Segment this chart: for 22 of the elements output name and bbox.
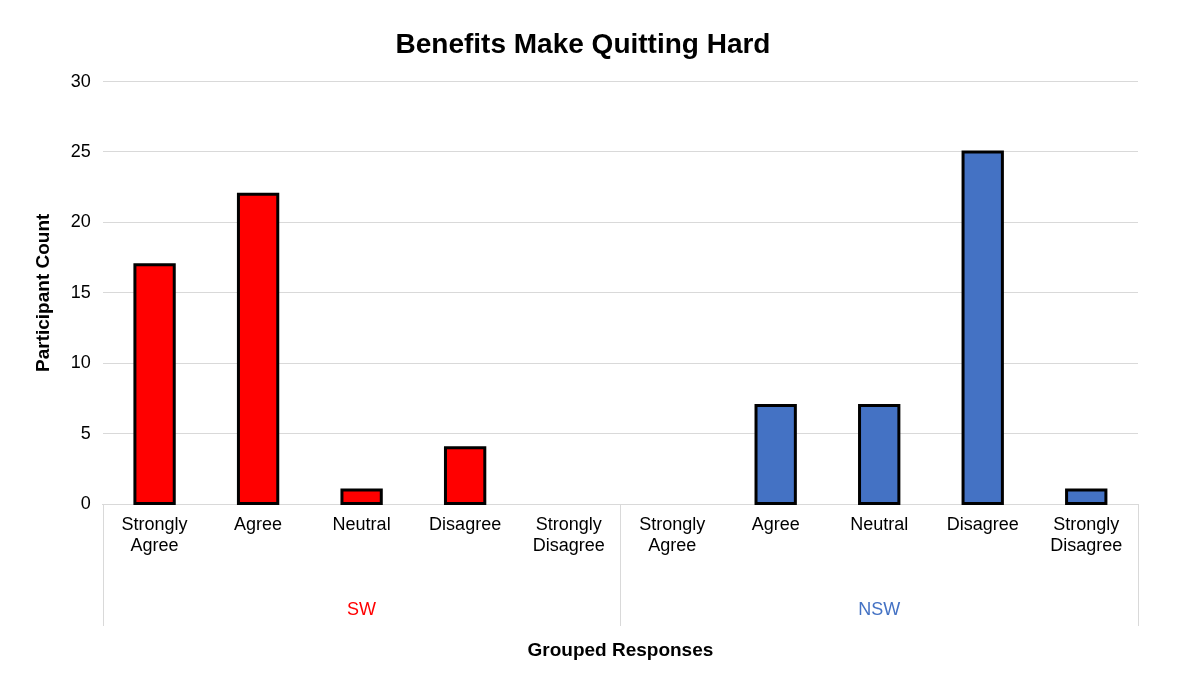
y-tick-label: 10 [70, 352, 91, 373]
x-tick-label: Strongly Disagree [1050, 513, 1123, 556]
x-tick-label: Disagree [946, 513, 1019, 534]
x-tick-label: Strongly Agree [121, 513, 188, 556]
x-tick-label: Neutral [332, 513, 391, 534]
x-tick-label: Strongly Agree [639, 513, 706, 556]
x-tick-label: Agree [751, 513, 800, 534]
text: NSW [858, 598, 901, 619]
y-tick-label: 0 [80, 492, 91, 513]
x-tick-label: Neutral [850, 513, 909, 534]
x-axis-title: Grouped Responses [527, 638, 714, 660]
y-tick-label: 15 [70, 281, 91, 302]
y-axis-title: Participant Count [31, 212, 53, 372]
y-tick-label: 5 [80, 422, 91, 443]
text: SW [347, 598, 377, 619]
x-tick-label: Strongly Disagree [532, 513, 605, 556]
x-tick-label: Disagree [429, 513, 502, 534]
y-tick-label: 20 [70, 211, 91, 232]
chart-title: Benefits Make Quitting Hard [395, 27, 771, 59]
y-tick-label: 25 [70, 140, 91, 161]
x-tick-label: Agree [234, 513, 283, 534]
y-tick-label: 30 [70, 70, 91, 91]
